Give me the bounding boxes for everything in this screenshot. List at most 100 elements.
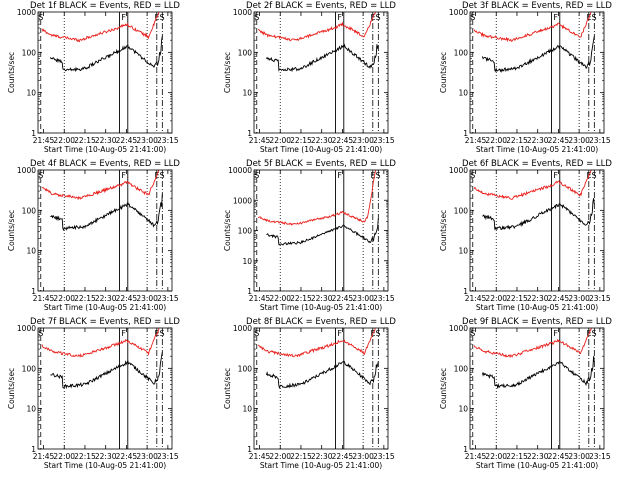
- x-tick-label: 23:15: [157, 136, 179, 145]
- x-axis-label: Start Time (10-Aug-05 21:41:00): [44, 303, 166, 312]
- y-axis-label: Counts/sec: [7, 210, 16, 251]
- series: [41, 170, 163, 232]
- x-tick-label: 21:45: [465, 452, 487, 461]
- lld-series-line: [473, 328, 592, 359]
- marker-1: S: [470, 13, 475, 22]
- chart-panel-9: Det 9f BLACK = Events, RED = LLD S F ES 1 10 1…: [439, 317, 612, 470]
- chart-panel-3: Det 3f BLACK = Events, RED = LLD S F ES 1 10 1…: [439, 1, 612, 154]
- series: [41, 328, 163, 390]
- x-tick-label: 23:00: [352, 294, 374, 303]
- events-series-line: [481, 36, 595, 73]
- x-tick-label: 22:00: [53, 136, 75, 145]
- y-tick-label: 10: [458, 89, 468, 98]
- y-tick-label: 1000: [449, 8, 468, 17]
- lld-series-line: [473, 170, 593, 200]
- reference-lines: [40, 12, 163, 133]
- y-tick-label: 1000: [449, 324, 468, 333]
- marker-3: ES: [586, 13, 596, 22]
- marker-3: ES: [586, 171, 596, 180]
- marker-1: S: [470, 171, 475, 180]
- x-tick-label: 22:45: [548, 136, 570, 145]
- marker-2: F: [121, 13, 126, 22]
- lld-series-line: [41, 328, 160, 358]
- x-axis-label: Start Time (10-Aug-05 21:41:00): [44, 145, 166, 154]
- x-tick-label: 22:15: [290, 136, 312, 145]
- x-tick-label: 21:45: [465, 136, 487, 145]
- lld-series-line: [473, 12, 592, 43]
- y-tick-label: 100: [454, 48, 469, 57]
- chart-panel-8: Det 8f BLACK = Events, RED = LLD S F ES 1 10 1…: [223, 317, 396, 470]
- marker-label: S: [254, 13, 259, 22]
- y-tick-label: 10: [242, 89, 252, 98]
- marker-2: F: [553, 329, 558, 338]
- marker-2: F: [337, 171, 342, 180]
- y-tick-label: 100: [22, 206, 37, 215]
- x-tick-label: 22:45: [116, 452, 138, 461]
- marker-label: S: [254, 171, 259, 180]
- x-tick-label: 21:45: [249, 452, 271, 461]
- events-series-line: [49, 36, 163, 73]
- marker-3: ES: [586, 329, 596, 338]
- y-tick-label: 1000: [449, 166, 468, 175]
- y-axis-label: Counts/sec: [223, 52, 232, 93]
- x-axis-label: Start Time (10-Aug-05 21:41:00): [260, 145, 382, 154]
- marker-2: F: [553, 13, 558, 22]
- x-tick-label: 22:00: [269, 452, 291, 461]
- reference-lines: [472, 328, 595, 449]
- marker-label: S: [470, 13, 475, 22]
- x-tick-label: 22:15: [506, 452, 528, 461]
- chart-title: Det 3f BLACK = Events, RED = LLD: [462, 1, 612, 11]
- marker-3: ES: [154, 329, 164, 338]
- y-tick-label: 1000: [233, 196, 252, 205]
- marker-label: S: [38, 329, 43, 338]
- y-tick-label: 1: [31, 287, 36, 296]
- x-tick-label: 22:15: [74, 452, 96, 461]
- x-tick-label: 22:30: [527, 294, 549, 303]
- x-tick-label: 23:15: [589, 452, 611, 461]
- y-tick-label: 10: [26, 89, 36, 98]
- marker-label: ES: [370, 13, 380, 22]
- chart-panel-7: Det 7f BLACK = Events, RED = LLD S F ES 1 10 1…: [7, 317, 180, 470]
- x-tick-label: 22:15: [506, 294, 528, 303]
- y-axis-label: Counts/sec: [439, 52, 448, 93]
- y-tick-label: 1: [247, 129, 252, 138]
- events-series-line: [481, 356, 595, 390]
- plot-frame: [469, 169, 605, 292]
- x-tick-label: 23:15: [373, 452, 395, 461]
- y-axis-label: Counts/sec: [223, 210, 232, 251]
- marker-1: S: [38, 13, 43, 22]
- x-tick-label: 23:00: [136, 136, 158, 145]
- series: [473, 170, 595, 231]
- x-tick-label: 23:00: [568, 136, 590, 145]
- plot-frame: [37, 169, 173, 292]
- y-axis-label: Counts/sec: [439, 368, 448, 409]
- x-tick-label: 23:00: [136, 452, 158, 461]
- plot-frame: [37, 327, 173, 450]
- y-tick-label: 1000: [233, 8, 252, 17]
- y-tick-label: 1000: [17, 166, 36, 175]
- marker-3: ES: [370, 13, 380, 22]
- marker-label: S: [38, 171, 43, 180]
- chart-title: Det 7f BLACK = Events, RED = LLD: [30, 317, 180, 327]
- chart-panel-2: Det 2f BLACK = Events, RED = LLD S F ES 1 10 1…: [223, 1, 396, 154]
- plot-frame: [253, 327, 389, 450]
- chart-panel-4: Det 4f BLACK = Events, RED = LLD S F ES 1 10 1…: [7, 159, 180, 312]
- x-tick-label: 23:15: [157, 294, 179, 303]
- marker-2: F: [553, 171, 558, 180]
- y-tick-label: 10: [242, 257, 252, 266]
- x-tick-label: 22:45: [116, 136, 138, 145]
- chart-title: Det 4f BLACK = Events, RED = LLD: [30, 159, 180, 169]
- chart-title: Det 1f BLACK = Events, RED = LLD: [30, 1, 180, 11]
- x-tick-label: 22:30: [95, 294, 117, 303]
- events-series-line: [482, 198, 595, 231]
- lld-series-line: [41, 170, 160, 201]
- reference-lines: [256, 328, 379, 449]
- marker-label: F: [337, 329, 342, 338]
- reference-lines: [472, 12, 595, 133]
- x-tick-label: 21:45: [33, 136, 55, 145]
- x-axis-label: Start Time (10-Aug-05 21:41:00): [260, 461, 382, 470]
- x-tick-label: 22:00: [269, 136, 291, 145]
- series: [473, 328, 595, 390]
- x-tick-label: 22:00: [53, 294, 75, 303]
- chart-title: Det 5f BLACK = Events, RED = LLD: [246, 159, 396, 169]
